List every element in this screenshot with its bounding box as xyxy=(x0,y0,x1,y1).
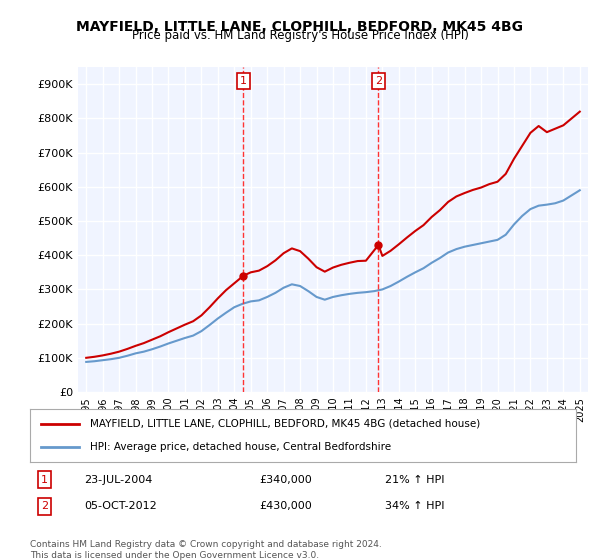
Text: 21% ↑ HPI: 21% ↑ HPI xyxy=(385,474,445,484)
Text: 23-JUL-2004: 23-JUL-2004 xyxy=(85,474,153,484)
Text: 34% ↑ HPI: 34% ↑ HPI xyxy=(385,501,445,511)
Text: £340,000: £340,000 xyxy=(259,474,312,484)
Text: Price paid vs. HM Land Registry's House Price Index (HPI): Price paid vs. HM Land Registry's House … xyxy=(131,29,469,42)
Text: 2: 2 xyxy=(375,76,382,86)
Text: MAYFIELD, LITTLE LANE, CLOPHILL, BEDFORD, MK45 4BG: MAYFIELD, LITTLE LANE, CLOPHILL, BEDFORD… xyxy=(77,20,523,34)
Text: Contains HM Land Registry data © Crown copyright and database right 2024.
This d: Contains HM Land Registry data © Crown c… xyxy=(30,540,382,560)
Text: 2: 2 xyxy=(41,501,48,511)
Text: 1: 1 xyxy=(240,76,247,86)
Text: 1: 1 xyxy=(41,474,48,484)
Text: £430,000: £430,000 xyxy=(259,501,312,511)
Text: HPI: Average price, detached house, Central Bedfordshire: HPI: Average price, detached house, Cent… xyxy=(90,442,391,452)
Text: 05-OCT-2012: 05-OCT-2012 xyxy=(85,501,157,511)
Text: MAYFIELD, LITTLE LANE, CLOPHILL, BEDFORD, MK45 4BG (detached house): MAYFIELD, LITTLE LANE, CLOPHILL, BEDFORD… xyxy=(90,419,481,429)
